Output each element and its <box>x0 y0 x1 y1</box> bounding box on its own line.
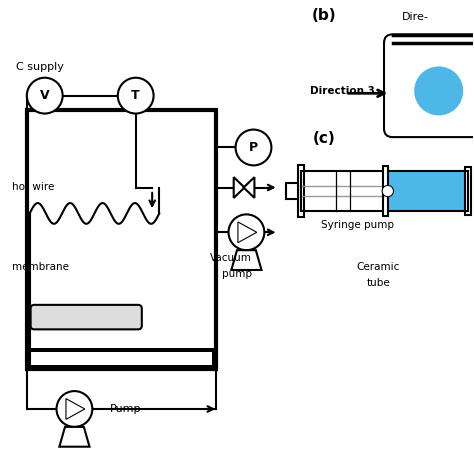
Bar <box>27 348 216 369</box>
Text: Ceramic: Ceramic <box>356 262 400 272</box>
Bar <box>301 171 468 211</box>
Polygon shape <box>244 177 255 198</box>
Text: Pump: Pump <box>110 404 141 414</box>
Text: C supply: C supply <box>16 62 64 72</box>
Circle shape <box>118 78 154 114</box>
Circle shape <box>56 391 92 427</box>
Polygon shape <box>234 177 245 198</box>
Circle shape <box>236 129 272 165</box>
Polygon shape <box>66 399 85 419</box>
Bar <box>383 166 388 216</box>
Text: Dire-: Dire- <box>402 12 429 22</box>
Polygon shape <box>59 427 90 447</box>
Circle shape <box>228 214 264 250</box>
Text: T: T <box>131 89 140 102</box>
Text: pump: pump <box>222 269 252 279</box>
Polygon shape <box>238 222 257 243</box>
Bar <box>31 352 212 365</box>
Text: hot wire: hot wire <box>12 182 54 192</box>
Text: tube: tube <box>366 279 390 289</box>
Circle shape <box>27 78 63 114</box>
Text: Direction 3: Direction 3 <box>310 86 375 96</box>
Bar <box>301 171 468 211</box>
Text: Syringe pump: Syringe pump <box>321 219 394 229</box>
Bar <box>285 183 298 199</box>
Text: membrane: membrane <box>12 262 69 272</box>
Polygon shape <box>231 250 262 270</box>
Circle shape <box>414 66 463 116</box>
Bar <box>298 165 304 217</box>
Text: V: V <box>40 89 50 102</box>
Text: P: P <box>249 141 258 154</box>
Bar <box>465 167 471 215</box>
FancyBboxPatch shape <box>31 305 142 329</box>
Bar <box>385 171 468 211</box>
Circle shape <box>382 185 393 197</box>
Text: (b): (b) <box>312 8 337 23</box>
FancyBboxPatch shape <box>384 35 474 137</box>
Text: (c): (c) <box>313 131 336 146</box>
Bar <box>27 110 216 369</box>
Text: Vacuum: Vacuum <box>210 253 252 263</box>
